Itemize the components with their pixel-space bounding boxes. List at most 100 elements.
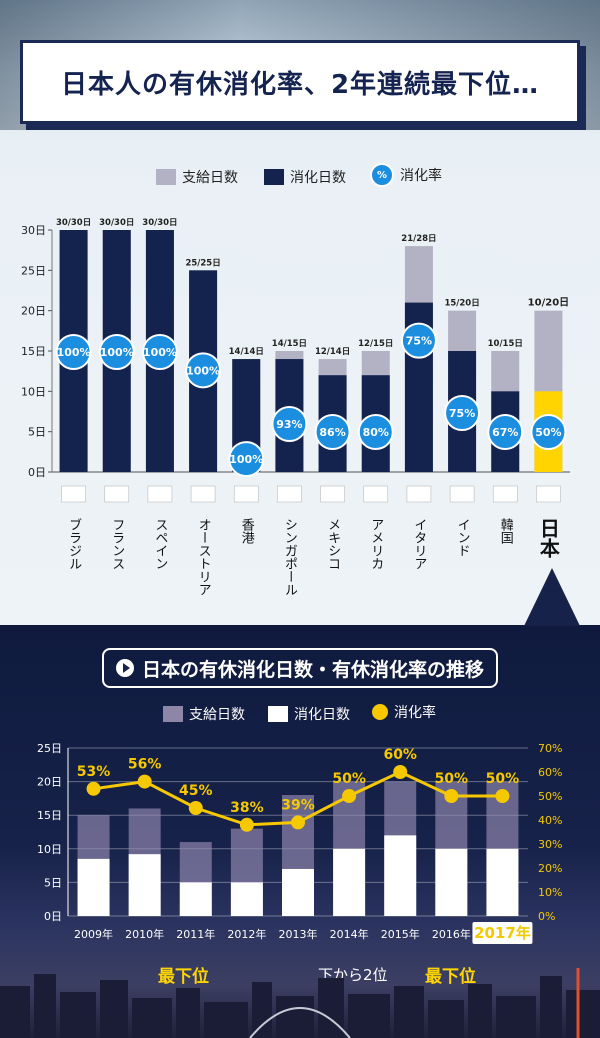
flag: [104, 485, 130, 503]
bar-label: 10/15日: [488, 339, 523, 349]
rank-last: 最下位: [425, 967, 476, 987]
flag: [449, 485, 475, 503]
y2-tick-label: 50%: [538, 790, 562, 803]
rate-label: 100%: [229, 453, 263, 466]
y-tick-label: 5日: [28, 426, 46, 439]
bar-label: 30/30日: [142, 218, 177, 228]
y2-tick-label: 70%: [538, 742, 562, 755]
rate-label: 50%: [486, 771, 520, 787]
bar-used: [282, 868, 314, 916]
year-label: 2016年: [432, 927, 471, 941]
year-label: 2011年: [176, 927, 215, 941]
rate-label: 67%: [492, 426, 518, 439]
rate-circle: [487, 414, 524, 450]
rate-circle: [185, 352, 222, 389]
rate-point: [393, 765, 408, 779]
bar-label: 15/20日: [444, 299, 479, 309]
legend-granted-swatch: [156, 169, 176, 185]
bar-label: 30/30日: [56, 218, 91, 228]
y2-tick-label: 10%: [538, 886, 562, 899]
rate-label: 80%: [363, 426, 389, 439]
legend2-rate: 消化率: [372, 702, 436, 722]
bar-label: 12/15日: [358, 339, 393, 349]
rate-point: [86, 781, 101, 796]
bar-used: [333, 848, 366, 916]
pointer-arrow: [524, 568, 580, 626]
country-label: スペイン: [152, 518, 168, 570]
legend2-granted-swatch: [163, 706, 183, 722]
y-tick-label: 0日: [28, 466, 46, 479]
legend-granted: 支給日数: [156, 167, 238, 187]
skyline: [0, 968, 600, 1038]
rate-label: 50%: [535, 426, 561, 439]
legend2-rate-dot: [372, 704, 388, 720]
y-tick-label: 20日: [21, 305, 46, 318]
rate-label: 75%: [406, 335, 432, 348]
country-label: アメリカ: [368, 518, 383, 570]
legend2-rate-label: 消化率: [394, 705, 436, 721]
rate-label: 60%: [383, 747, 417, 763]
rate-circle: [271, 406, 308, 442]
y-tick-label: 25日: [37, 742, 62, 755]
rate-circle: [55, 334, 92, 370]
country-label: 韓国: [498, 518, 514, 544]
rate-label: 100%: [100, 346, 134, 359]
title-box: 日本人の有休消化率、2年連続最下位…: [20, 40, 580, 124]
y-tick-label: 15日: [37, 809, 62, 822]
bar-label: 21/28日: [401, 234, 436, 244]
year-label: 2009年: [74, 927, 113, 941]
rate-circle: [444, 395, 481, 431]
rate-point: [495, 789, 510, 803]
bar-label: 14/14日: [229, 347, 264, 357]
country-label: ブラジル: [66, 517, 81, 570]
flag: [363, 485, 389, 503]
flag: [406, 485, 432, 503]
rate-point: [239, 817, 254, 832]
chart-bottom: 0日 5日 10日 15日 20日 25日 0% 10% 20% 30% 40% 50% 60% 70% 2…: [37, 742, 562, 944]
y2-tick-label: 40%: [538, 814, 562, 827]
legend2-granted-label: 支給日数: [189, 707, 245, 723]
flag: [536, 485, 561, 503]
flag: [492, 485, 518, 503]
rate-label: 50%: [332, 771, 366, 787]
year-label: 2012年: [227, 927, 266, 941]
rate-label: 100%: [143, 346, 177, 359]
legend2-granted: 支給日数: [163, 704, 245, 724]
rate-label: 56%: [128, 757, 162, 773]
country-label: イタリア: [411, 518, 426, 570]
bar-label: 14/15日: [272, 339, 307, 349]
rate-label: 75%: [449, 407, 475, 420]
legend-rate-label: 消化率: [400, 168, 442, 184]
legend-bottom: 支給日数 消化日数 消化率: [0, 702, 600, 730]
bar-used: [384, 835, 417, 916]
legend-top: 支給日数 消化日数 % 消化率: [0, 163, 600, 191]
flag: [61, 485, 86, 503]
legend2-used: 消化日数: [268, 704, 350, 724]
rate-circle: [98, 334, 135, 370]
chart-top: 0日 5日 10日 15日 20日 25日 30日 30/30日 100% ブラジル 30/30日 1…: [21, 218, 570, 596]
y-tick-label: 10日: [37, 843, 62, 856]
country-label: 香港: [239, 518, 255, 544]
rate-point: [342, 789, 357, 803]
rate-circle: [530, 414, 567, 450]
y2-tick-label: 60%: [538, 766, 562, 779]
y2-tick-label: 0%: [538, 910, 555, 923]
y-tick-label: 10日: [21, 385, 46, 398]
bar-used: [435, 848, 468, 916]
country-label: オーストリア: [196, 518, 211, 596]
rate-label: 86%: [319, 426, 345, 439]
rate-circle: [228, 441, 265, 478]
legend-used-swatch: [264, 169, 284, 185]
flag: [320, 485, 345, 503]
year-label: 2015年: [381, 927, 420, 941]
y-tick-label: 25日: [21, 264, 46, 277]
subtitle-text: 日本の有休消化日数・有休消化率の推移: [141, 658, 484, 681]
bar-label: 30/30日: [99, 218, 134, 228]
rate-label: 100%: [186, 364, 220, 377]
flag: [190, 485, 216, 503]
rate-point: [188, 801, 203, 815]
play-icon: [115, 659, 134, 677]
y-tick-label: 20日: [37, 776, 62, 789]
legend-used-label: 消化日数: [290, 170, 346, 186]
country-label: フランス: [109, 518, 124, 570]
